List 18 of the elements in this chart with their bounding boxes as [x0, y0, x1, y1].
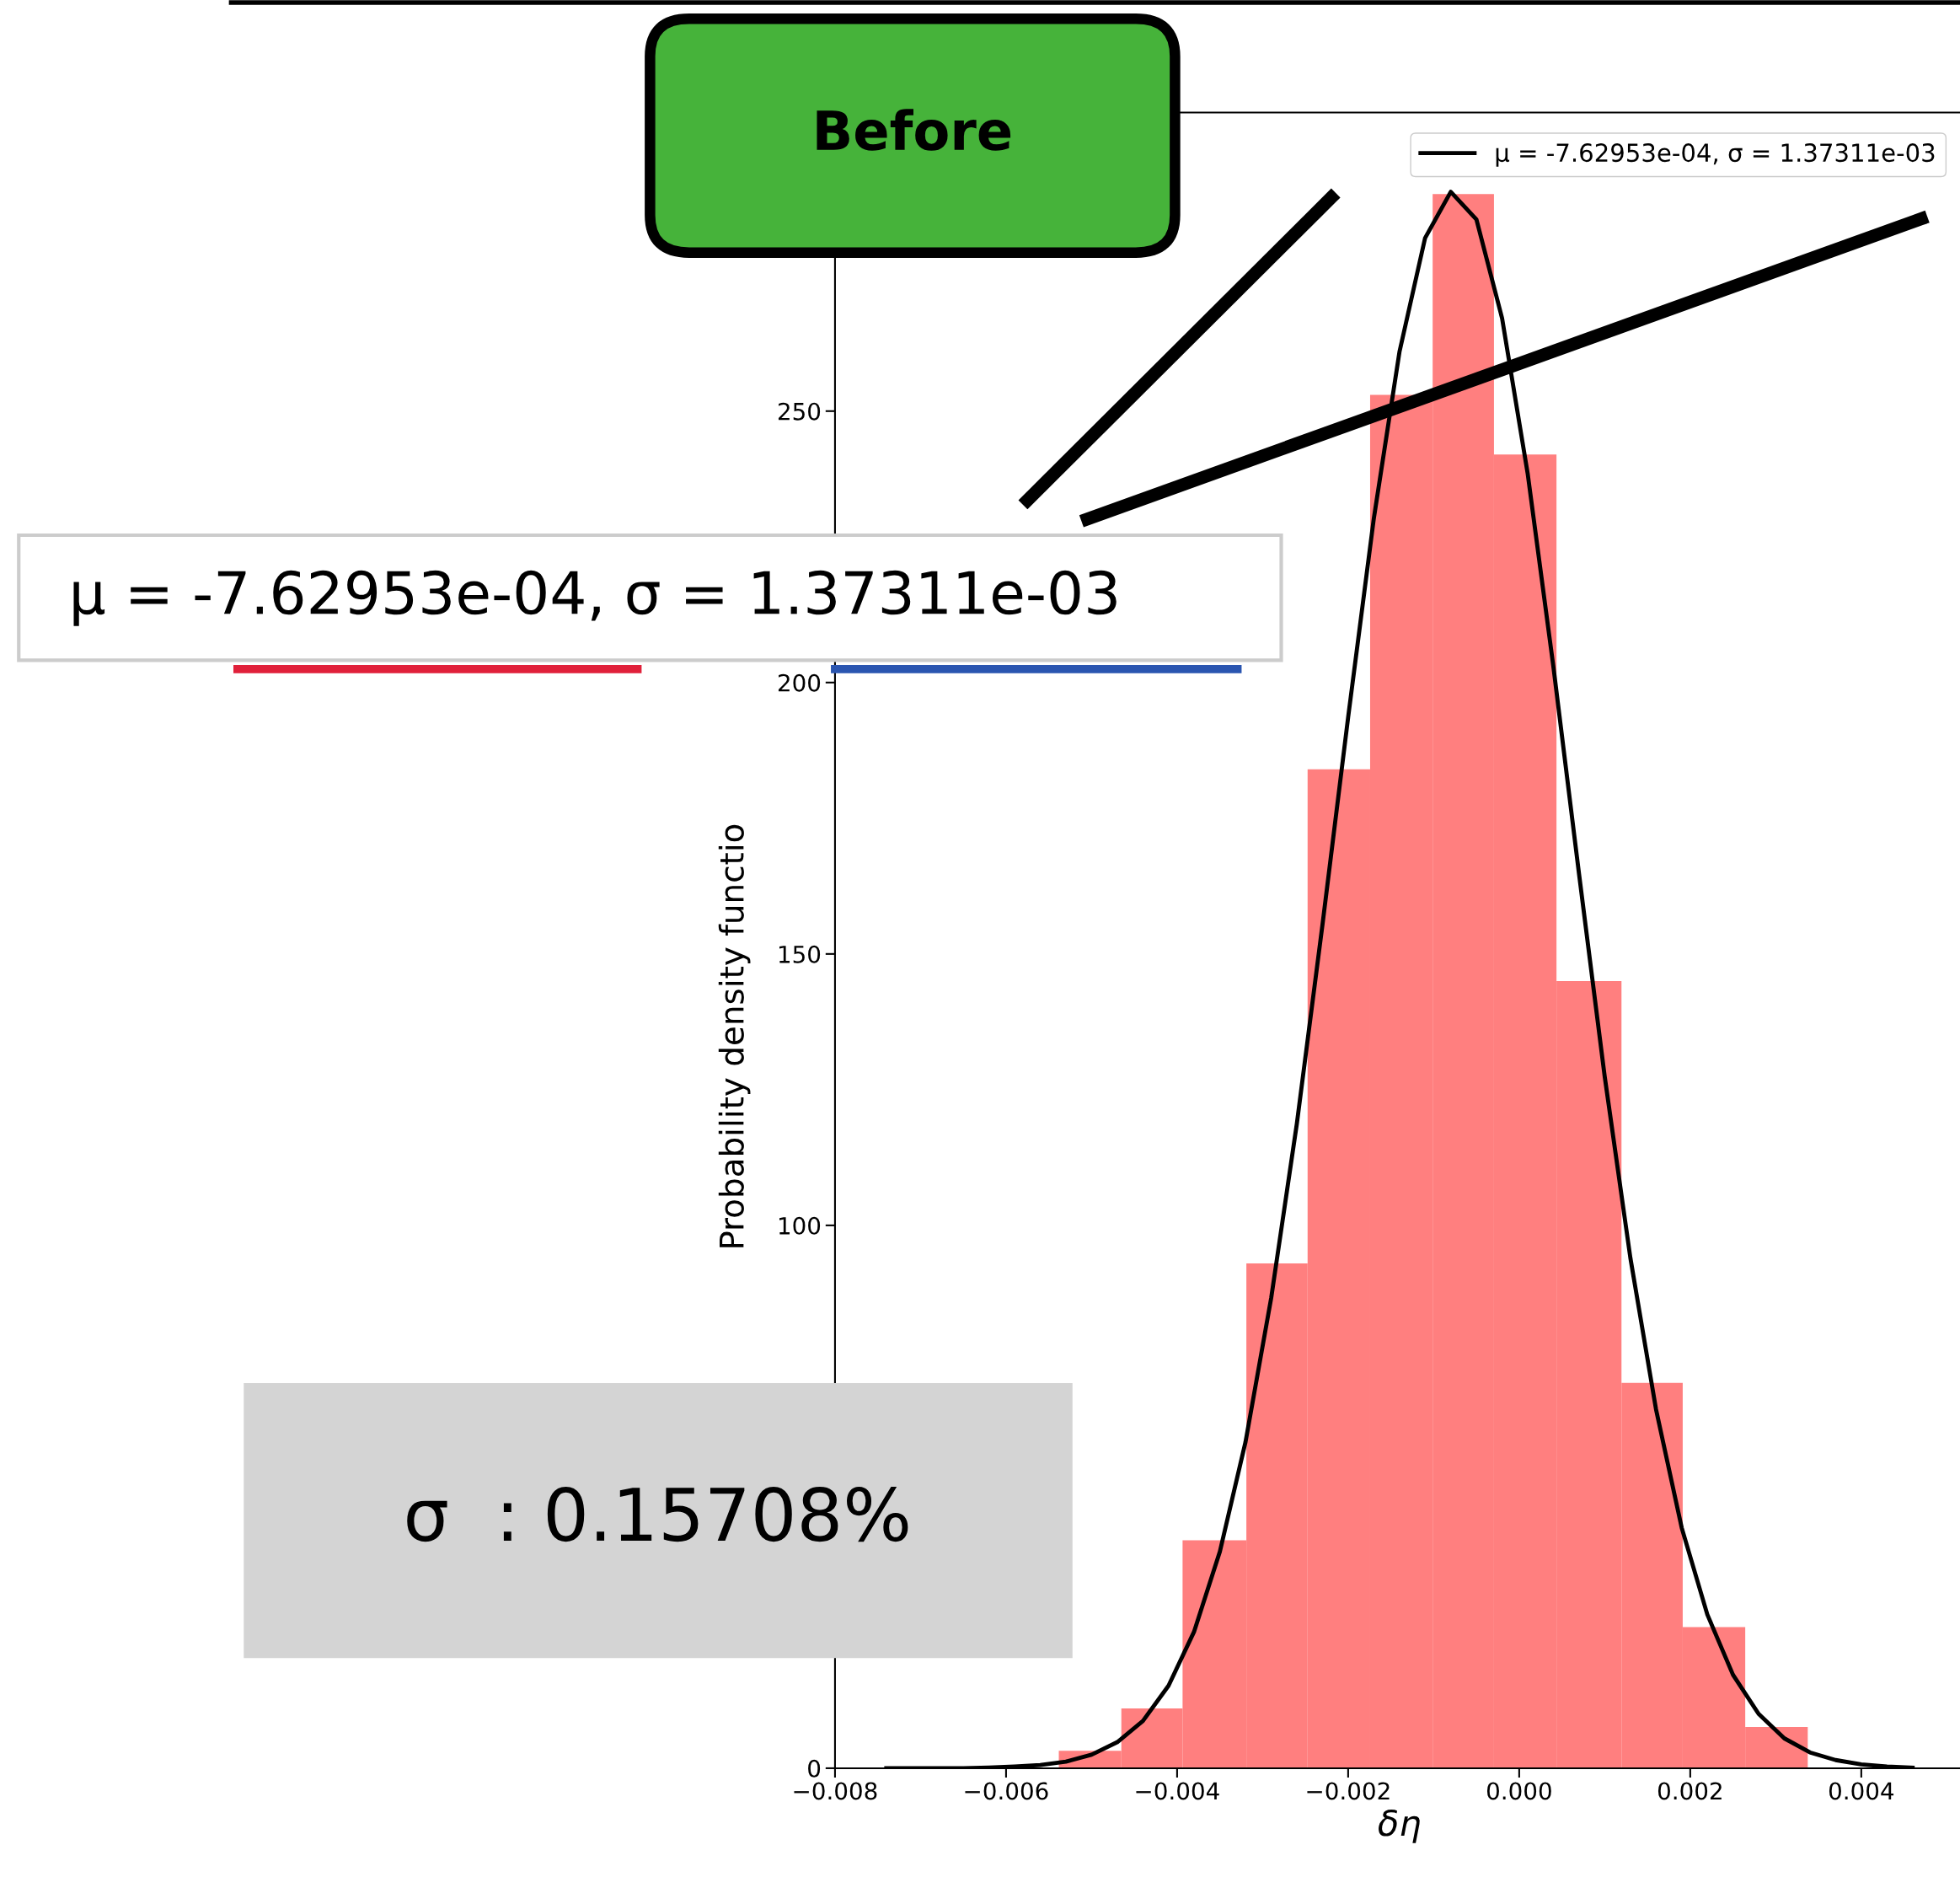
annotation: σ : 0.15708%	[407, 1487, 908, 1542]
annotation: μ = -7.62953e-04, σ = 1.37311e-03	[73, 570, 1117, 626]
y-tick-label: 100	[779, 1216, 821, 1235]
y-tick-label: 250	[778, 402, 821, 421]
x-tick-label: −0.004	[1136, 1782, 1219, 1800]
y-tick-label: 0	[808, 1759, 821, 1778]
x-tick-label: 0.004	[1829, 1782, 1894, 1800]
x-tick-label: −0.002	[1307, 1782, 1390, 1800]
y-tick-label: 150	[779, 945, 821, 963]
x-tick-label: −0.008	[794, 1782, 877, 1800]
x-tick-label: 0.000	[1486, 1782, 1551, 1800]
annotation: Before	[817, 109, 1011, 151]
x-tick-label: −0.006	[965, 1782, 1048, 1800]
y-tick-label: 200	[778, 673, 821, 692]
legend-label: μ = -7.62953e-04, σ = 1.37311e-03	[1496, 143, 1935, 167]
x-tick-label: 0.002	[1657, 1782, 1722, 1800]
y-axis-title: Probability density functio	[718, 824, 751, 1247]
x-axis-title: δη	[1379, 1810, 1420, 1843]
